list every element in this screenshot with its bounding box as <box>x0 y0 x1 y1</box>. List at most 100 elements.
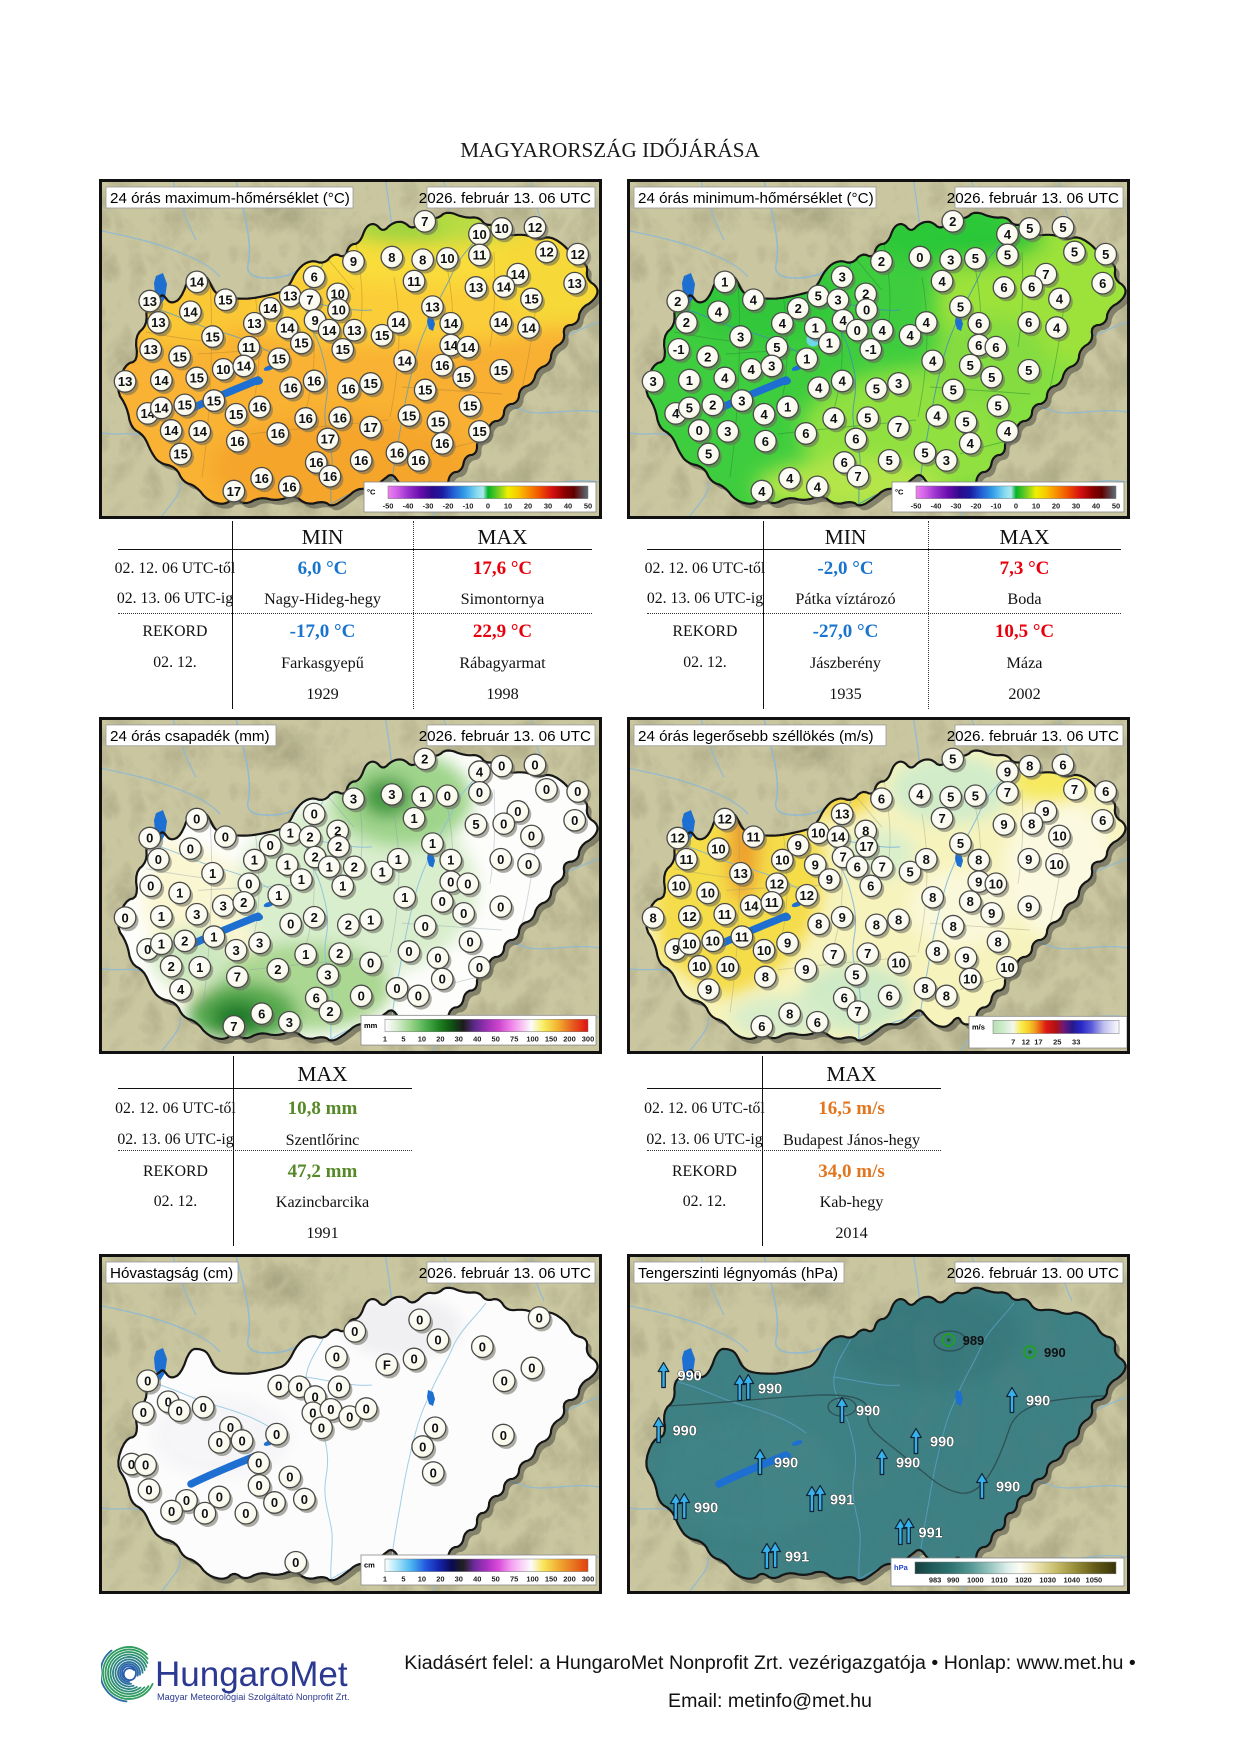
svg-text:0: 0 <box>267 838 274 853</box>
svg-text:1: 1 <box>196 960 203 975</box>
svg-text:17: 17 <box>321 432 335 447</box>
svg-text:0: 0 <box>346 1409 353 1424</box>
svg-text:990: 990 <box>930 1435 954 1451</box>
svg-text:6: 6 <box>258 1006 265 1021</box>
svg-text:11: 11 <box>680 852 694 867</box>
svg-text:5: 5 <box>472 817 479 832</box>
svg-text:0: 0 <box>147 879 154 894</box>
svg-text:1: 1 <box>275 888 282 903</box>
svg-text:15: 15 <box>472 424 486 439</box>
svg-text:4: 4 <box>923 315 931 330</box>
svg-text:0: 0 <box>311 1389 318 1404</box>
svg-text:11: 11 <box>747 829 761 844</box>
svg-text:6: 6 <box>867 879 874 894</box>
svg-text:-10: -10 <box>991 502 1002 511</box>
svg-text:17: 17 <box>859 839 873 854</box>
svg-text:0: 0 <box>497 852 504 867</box>
svg-text:16: 16 <box>309 455 323 470</box>
svg-text:1: 1 <box>401 890 408 905</box>
svg-text:4: 4 <box>715 305 723 320</box>
svg-text:0: 0 <box>301 1492 308 1507</box>
svg-text:200: 200 <box>563 1575 576 1584</box>
svg-text:0: 0 <box>275 1379 282 1394</box>
svg-text:10: 10 <box>472 227 486 242</box>
svg-text:1: 1 <box>298 872 305 887</box>
svg-text:4: 4 <box>839 313 847 328</box>
svg-text:6: 6 <box>878 791 885 806</box>
svg-text:1: 1 <box>419 790 426 805</box>
svg-text:14: 14 <box>511 267 526 282</box>
svg-text:1010: 1010 <box>991 1576 1008 1585</box>
svg-text:-30: -30 <box>423 502 434 511</box>
svg-text:0: 0 <box>571 813 578 828</box>
svg-text:2: 2 <box>326 1004 333 1019</box>
svg-text:6: 6 <box>802 426 809 441</box>
svg-text:5: 5 <box>962 415 969 430</box>
svg-text:1: 1 <box>812 321 819 336</box>
svg-text:6: 6 <box>992 340 999 355</box>
svg-text:-10: -10 <box>463 502 474 511</box>
svg-text:2026. február 13. 06 UTC: 2026. február 13. 06 UTC <box>419 190 591 207</box>
svg-text:14: 14 <box>494 315 509 330</box>
svg-text:-20: -20 <box>443 502 454 511</box>
svg-text:0: 0 <box>422 919 429 934</box>
svg-text:5: 5 <box>864 410 871 425</box>
svg-text:7: 7 <box>864 946 871 961</box>
svg-text:2026. február 13. 00 UTC: 2026. február 13. 00 UTC <box>947 1265 1119 1282</box>
svg-text:8: 8 <box>923 852 930 867</box>
svg-text:4: 4 <box>1056 292 1064 307</box>
svg-text:0: 0 <box>476 960 483 975</box>
svg-text:9: 9 <box>1042 804 1049 819</box>
svg-text:2: 2 <box>336 946 343 961</box>
svg-text:8: 8 <box>950 919 957 934</box>
svg-text:25: 25 <box>1053 1038 1061 1047</box>
svg-text:13: 13 <box>143 294 157 309</box>
svg-text:50: 50 <box>492 1575 500 1584</box>
svg-text:4: 4 <box>933 408 941 423</box>
svg-text:5: 5 <box>852 967 859 982</box>
svg-text:14: 14 <box>164 423 179 438</box>
svg-text:0: 0 <box>327 1402 334 1417</box>
svg-text:5: 5 <box>957 299 964 314</box>
svg-text:0: 0 <box>393 981 400 996</box>
svg-text:5: 5 <box>1004 248 1011 263</box>
svg-text:5: 5 <box>994 398 1001 413</box>
svg-text:-50: -50 <box>911 502 922 511</box>
svg-text:0: 0 <box>431 1421 438 1436</box>
svg-text:10: 10 <box>711 841 725 856</box>
svg-text:1: 1 <box>209 866 216 881</box>
svg-text:6: 6 <box>841 991 848 1006</box>
svg-text:75: 75 <box>510 1575 518 1584</box>
svg-text:991: 991 <box>785 1550 809 1566</box>
svg-text:10: 10 <box>682 937 696 952</box>
svg-text:10: 10 <box>700 886 714 901</box>
svg-text:0: 0 <box>309 1406 316 1421</box>
svg-text:0: 0 <box>416 1313 423 1328</box>
svg-text:4: 4 <box>750 293 758 308</box>
svg-text:5: 5 <box>947 790 954 805</box>
svg-text:1: 1 <box>383 1575 387 1584</box>
svg-text:12: 12 <box>682 909 696 924</box>
svg-text:8: 8 <box>933 944 940 959</box>
svg-text:0: 0 <box>311 807 318 822</box>
svg-text:990: 990 <box>673 1424 697 1440</box>
svg-text:Hóvastagság (cm): Hóvastagság (cm) <box>110 1265 233 1282</box>
svg-text:0: 0 <box>292 1555 299 1570</box>
svg-text:2: 2 <box>878 254 885 269</box>
svg-text:16: 16 <box>341 381 355 396</box>
svg-text:4: 4 <box>779 316 787 331</box>
svg-text:2: 2 <box>311 910 318 925</box>
svg-text:0: 0 <box>333 1350 340 1365</box>
svg-text:50: 50 <box>584 502 592 511</box>
svg-text:15: 15 <box>190 371 204 386</box>
svg-text:0: 0 <box>574 784 581 799</box>
svg-text:4: 4 <box>929 354 937 369</box>
svg-text:7: 7 <box>830 947 837 962</box>
svg-text:17: 17 <box>227 484 241 499</box>
svg-text:15: 15 <box>229 407 243 422</box>
svg-text:15: 15 <box>272 352 286 367</box>
svg-text:15: 15 <box>375 328 389 343</box>
svg-text:5: 5 <box>1059 220 1066 235</box>
svg-text:4: 4 <box>916 787 924 802</box>
svg-text:12: 12 <box>539 245 553 260</box>
